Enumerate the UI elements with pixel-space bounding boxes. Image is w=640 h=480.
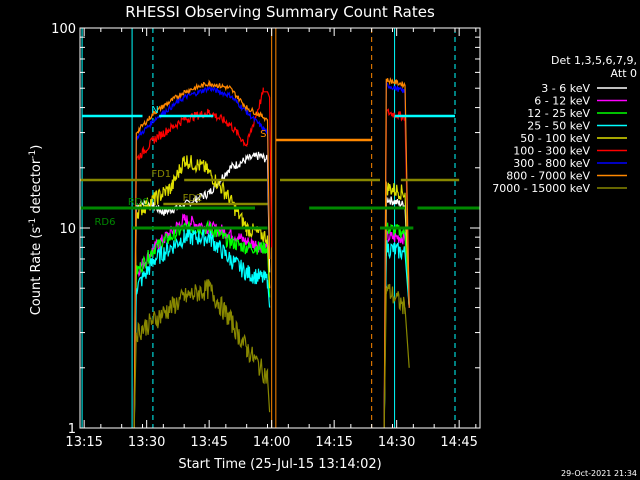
series-line-5-2: [383, 181, 410, 429]
flag-label-fd2: FD2: [183, 193, 203, 204]
axis-layer: 13:15 13:30 13:45 14:00 14:15 14:30 14:45 1 10 10…: [51, 22, 480, 450]
x-tick-label-6: 14:30: [378, 435, 415, 450]
flag-layer: N S FD1 FD2 RD0 RD6: [80, 105, 480, 230]
legend-header-2: Att 0: [611, 67, 637, 80]
x-tick-label-2: 13:30: [128, 435, 165, 450]
series-line-6-1: [133, 87, 273, 429]
series-line-8-1: [133, 79, 271, 429]
flag-label-fd1: FD1: [151, 169, 171, 180]
chart-title: RHESSI Observing Summary Count Rates: [125, 3, 435, 21]
y-axis-label-main: Count Rate (s: [29, 227, 44, 316]
series-line-2-1: [133, 213, 271, 429]
y-tick-label-2: 10: [59, 222, 76, 237]
legend-entry-2: 6 - 12 keV: [534, 95, 590, 108]
legend-entry-5: 50 - 100 keV: [520, 132, 590, 145]
flag-label-rd0: RD0: [128, 197, 149, 208]
legend-entry-8: 800 - 7000 keV: [506, 170, 590, 183]
series-line-9-2: [383, 283, 410, 429]
timestamp: 29-Oct-2021 21:34: [561, 469, 637, 478]
y-tick-label-1: 1: [68, 422, 76, 437]
y-axis-label-sup-1: -1: [28, 218, 38, 227]
y-axis-label-sup-2: -1: [28, 150, 38, 159]
x-tick-label-4: 14:00: [253, 435, 290, 450]
y-axis-label-tail: detector: [29, 158, 44, 218]
flag-label-s: S: [260, 129, 266, 140]
x-tick-label-1: 13:15: [65, 435, 102, 450]
y-tick-label-3: 100: [51, 22, 76, 37]
x-tick-label-3: 13:45: [190, 435, 227, 450]
flag-label-n: N: [151, 105, 158, 116]
legend-entry-9: 7000 - 15000 keV: [492, 182, 590, 195]
series-line-9-1: [133, 279, 271, 429]
legend-entry-3: 12 - 25 keV: [527, 107, 590, 120]
y-axis-label: Count Rate (s-1 detector-1): [28, 145, 44, 316]
series-line-4-1: [133, 227, 271, 429]
legend-entry-6: 100 - 300 keV: [513, 145, 590, 158]
flag-label-rd6: RD6: [94, 217, 115, 228]
x-tick-label-5: 14:15: [315, 435, 352, 450]
x-axis-label: Start Time (25-Jul-15 13:14:02): [178, 457, 381, 472]
y-axis-label-end: ): [29, 145, 44, 150]
legend-entry-1: 3 - 6 keV: [541, 82, 590, 95]
series-line-5-1: [133, 155, 271, 429]
series-line-4-2: [383, 240, 410, 429]
legend-entry-7: 300 - 800 keV: [513, 157, 590, 170]
legend-entry-4: 25 - 50 keV: [527, 120, 590, 133]
series-line-8-2: [383, 77, 410, 429]
legend-header-1: Det 1,3,5,6,7,9,: [551, 54, 637, 67]
x-tick-label-7: 14:45: [440, 435, 477, 450]
series-line-7-1: [133, 85, 271, 429]
